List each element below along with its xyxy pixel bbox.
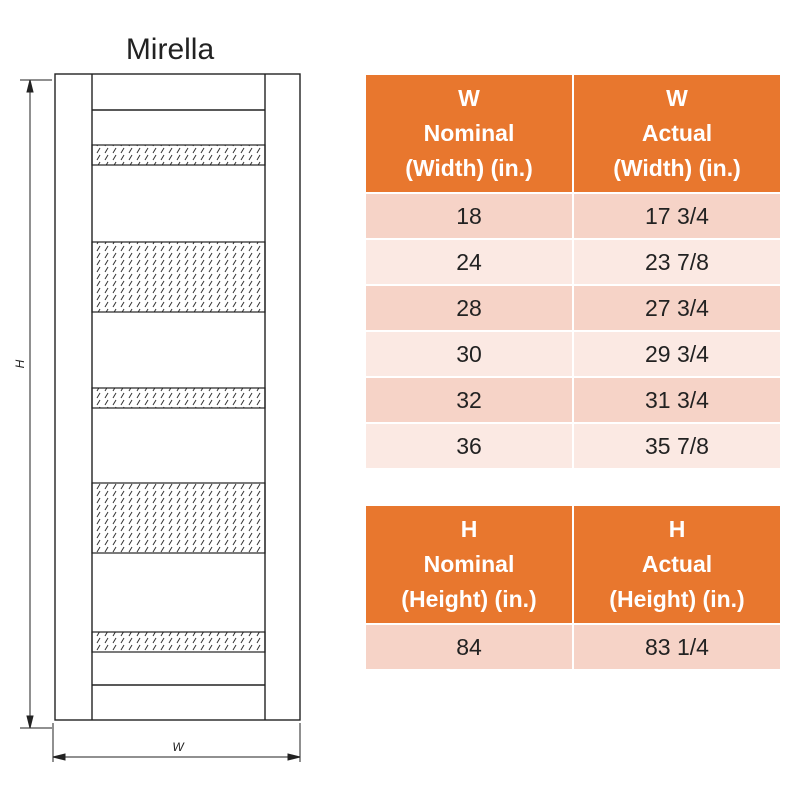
actual-width-cell: 31 3/4	[574, 378, 780, 422]
door-outline	[54, 73, 301, 721]
actual-width-cell: 17 3/4	[574, 194, 780, 238]
height-actual-header: H Actual (Height) (in.)	[574, 506, 780, 623]
width-nominal-header: W Nominal (Width) (in.)	[366, 75, 572, 192]
actual-height-cell: 83 1/4	[574, 625, 780, 669]
nominal-width-cell: 32	[366, 378, 572, 422]
glass-panel-1	[91, 144, 266, 166]
nominal-width-cell: 18	[366, 194, 572, 238]
nominal-height-cell: 84	[366, 625, 572, 669]
width-dimension-label: W	[172, 740, 185, 754]
table-row: 84 83 1/4	[366, 625, 780, 669]
height-table-header: H Nominal (Height) (in.) H Actual (Heigh…	[366, 506, 780, 623]
product-title: Mirella	[125, 33, 215, 66]
width-actual-header: W Actual (Width) (in.)	[574, 75, 780, 192]
glass-panel-3	[91, 387, 266, 409]
actual-width-cell: 27 3/4	[574, 286, 780, 330]
glass-panel-5	[91, 631, 266, 653]
table-row: 32 31 3/4	[366, 378, 780, 422]
height-dimension-label: H	[13, 359, 27, 368]
table-row: 28 27 3/4	[366, 286, 780, 330]
nominal-width-cell: 24	[366, 240, 572, 284]
width-table-header: W Nominal (Width) (in.) W Actual (Width)…	[366, 75, 780, 192]
table-row: 18 17 3/4	[366, 194, 780, 238]
glass-panel-2	[91, 241, 266, 313]
actual-width-cell: 35 7/8	[574, 424, 780, 468]
width-table: W Nominal (Width) (in.) W Actual (Width)…	[364, 73, 782, 470]
nominal-width-cell: 30	[366, 332, 572, 376]
door-drawing: H W	[13, 73, 301, 762]
height-table: H Nominal (Height) (in.) H Actual (Heigh…	[364, 504, 782, 671]
table-row: 24 23 7/8	[366, 240, 780, 284]
table-row: 30 29 3/4	[366, 332, 780, 376]
actual-width-cell: 23 7/8	[574, 240, 780, 284]
actual-width-cell: 29 3/4	[574, 332, 780, 376]
nominal-width-cell: 36	[366, 424, 572, 468]
table-row: 36 35 7/8	[366, 424, 780, 468]
glass-panel-4	[91, 482, 266, 554]
height-nominal-header: H Nominal (Height) (in.)	[366, 506, 572, 623]
nominal-width-cell: 28	[366, 286, 572, 330]
